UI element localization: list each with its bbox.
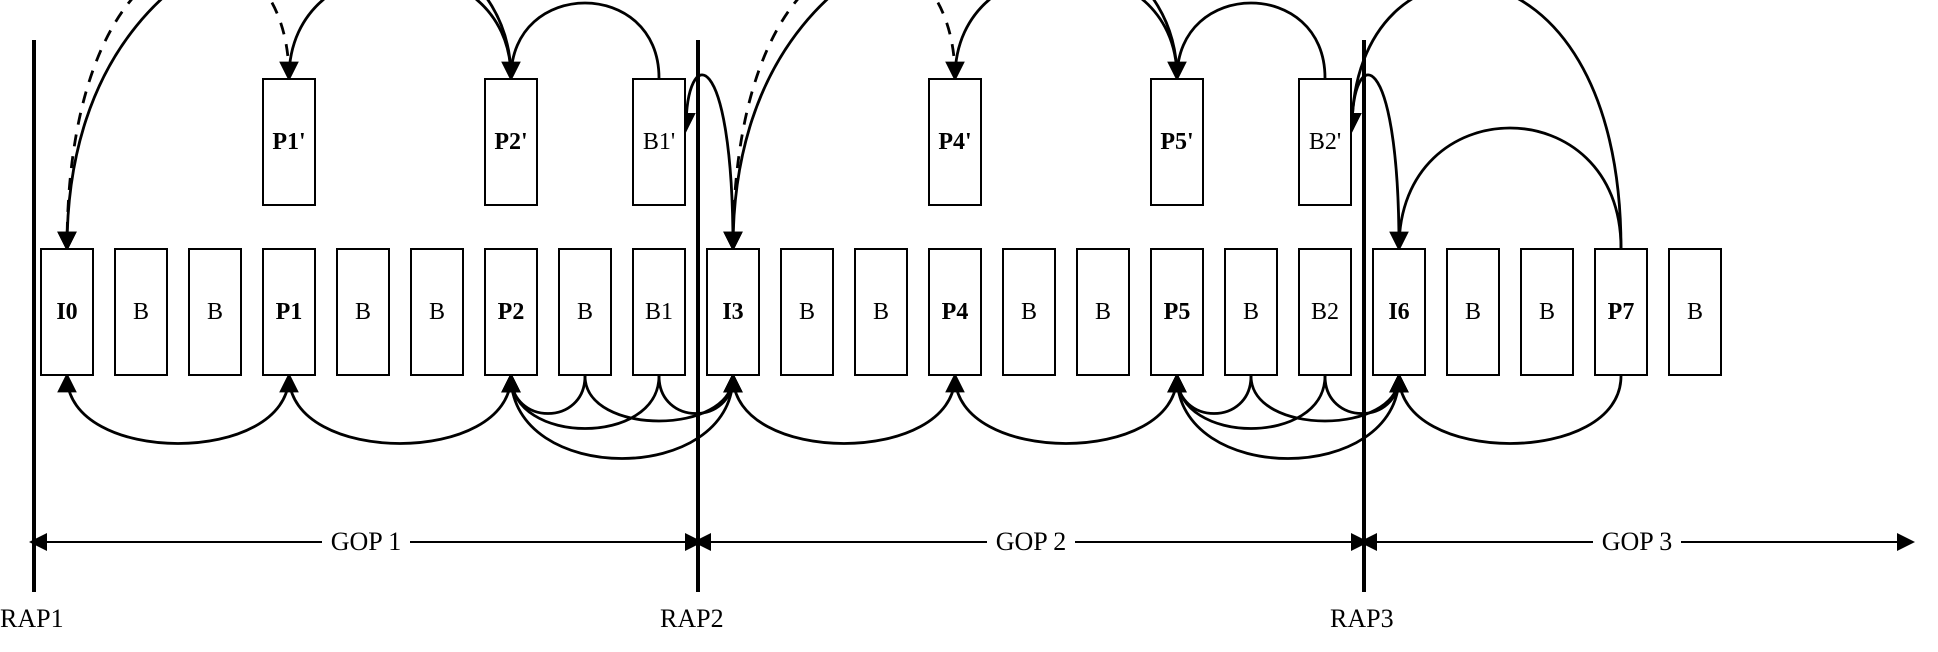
frame-main: B xyxy=(410,248,464,376)
frame-main: B xyxy=(114,248,168,376)
frame-main: P2 xyxy=(484,248,538,376)
arc-bottom xyxy=(511,376,659,429)
gop-label-bg xyxy=(987,524,1075,558)
frame-main: B xyxy=(854,248,908,376)
frame-upper: P5' xyxy=(1150,78,1204,206)
diagram-stage: GOP 1GOP 2GOP 3RAP1RAP2RAP3I0BBP1BBP2BB1… xyxy=(0,0,1938,652)
arc-bottom xyxy=(511,376,585,414)
arc-bottom xyxy=(585,376,733,421)
rap-label: RAP3 xyxy=(1330,604,1394,634)
frame-main: B xyxy=(188,248,242,376)
arc-top xyxy=(511,3,659,78)
arc-top xyxy=(733,0,955,248)
frame-main: B xyxy=(1446,248,1500,376)
arc-bottom xyxy=(1251,376,1399,421)
rap-line xyxy=(1362,40,1366,592)
arc-top xyxy=(67,0,289,248)
frame-upper: B1' xyxy=(632,78,686,206)
gop-label: GOP 1 xyxy=(331,527,402,556)
frame-main: B2 xyxy=(1298,248,1352,376)
arc-bottom xyxy=(733,376,955,444)
frame-main: B1 xyxy=(632,248,686,376)
arc-top xyxy=(686,75,733,248)
arc-top xyxy=(1352,75,1399,248)
gop-label: GOP 3 xyxy=(1602,527,1673,556)
frame-main: I6 xyxy=(1372,248,1426,376)
gop-label: GOP 2 xyxy=(996,527,1067,556)
frame-main: P1 xyxy=(262,248,316,376)
frame-main: B xyxy=(780,248,834,376)
frame-main: I3 xyxy=(706,248,760,376)
gop-label-bg xyxy=(322,524,410,558)
gop-label-bg xyxy=(1593,524,1681,558)
frame-upper: B2' xyxy=(1298,78,1352,206)
arc-top xyxy=(1177,3,1325,78)
arc-bottom xyxy=(289,376,511,444)
frame-upper: P2' xyxy=(484,78,538,206)
arc-top xyxy=(1352,0,1621,248)
rap-label: RAP2 xyxy=(660,604,724,634)
frame-main: B xyxy=(1520,248,1574,376)
rap-line xyxy=(32,40,36,592)
arc-bottom xyxy=(1399,376,1621,444)
arc-top xyxy=(955,0,1177,78)
frame-main: B xyxy=(1002,248,1056,376)
frame-main: B xyxy=(336,248,390,376)
frame-main: P7 xyxy=(1594,248,1648,376)
arc-bottom xyxy=(1177,376,1251,414)
arc-top xyxy=(289,0,511,78)
frame-main: P4 xyxy=(928,248,982,376)
frame-main: B xyxy=(558,248,612,376)
arc-bottom xyxy=(1177,376,1325,429)
arc-bottom xyxy=(67,376,289,444)
arc-top xyxy=(1399,128,1621,248)
frame-main: P5 xyxy=(1150,248,1204,376)
rap-label: RAP1 xyxy=(0,604,64,634)
rap-line xyxy=(696,40,700,592)
arc-bottom xyxy=(955,376,1177,444)
frame-main: B xyxy=(1076,248,1130,376)
frame-upper: P1' xyxy=(262,78,316,206)
frame-upper: P4' xyxy=(928,78,982,206)
frame-main: I0 xyxy=(40,248,94,376)
frame-main: B xyxy=(1668,248,1722,376)
frame-main: B xyxy=(1224,248,1278,376)
